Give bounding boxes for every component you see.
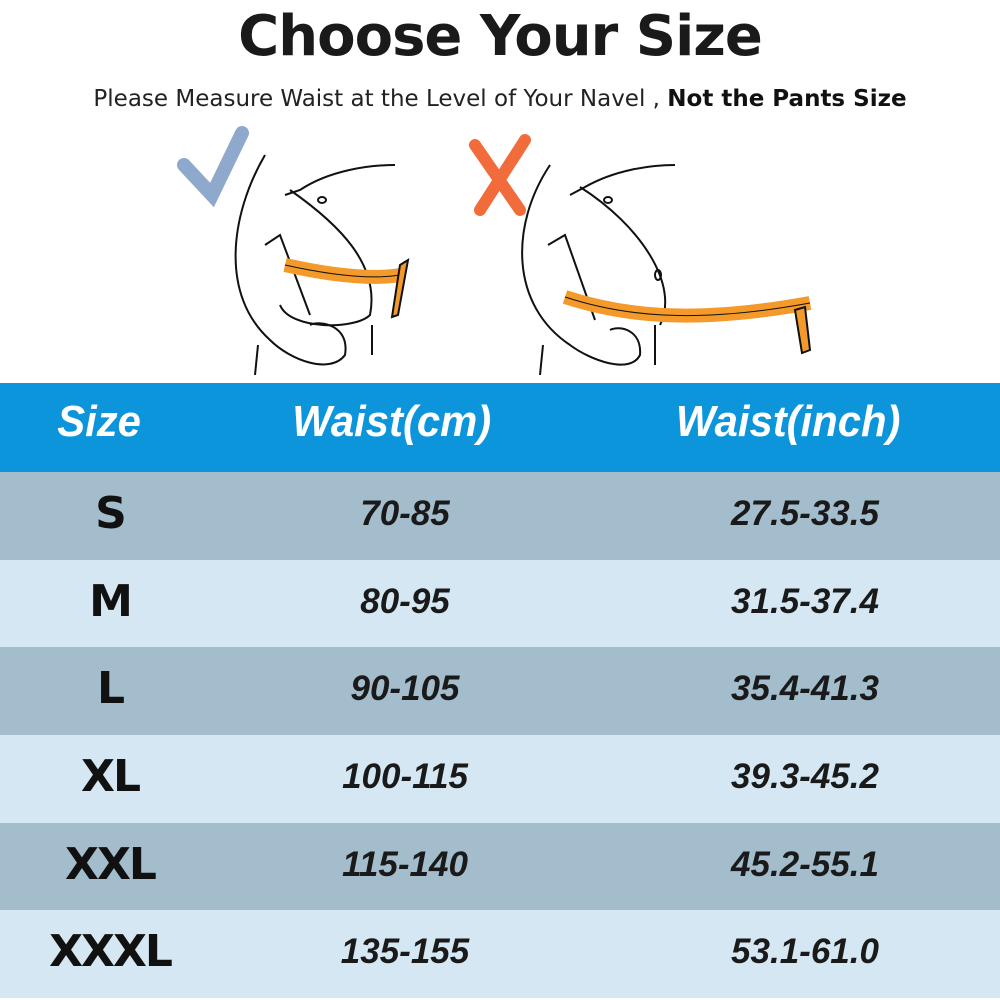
table-row: XXXL 135-155 53.1-61.0 xyxy=(0,910,1000,999)
subtitle-normal: Please Measure Waist at the Level of You… xyxy=(93,86,660,112)
waist-inch-cell: 27.5-33.5 xyxy=(731,494,879,533)
table-row: L 90-105 35.4-41.3 xyxy=(0,647,1000,736)
table-header: Size Waist(cm) Waist(inch) xyxy=(0,383,1000,472)
header-waist-cm: Waist(cm) xyxy=(292,397,492,446)
subtitle-bold: Not the Pants Size xyxy=(667,86,907,112)
table-row: S 70-85 27.5-33.5 xyxy=(0,472,1000,560)
size-cell: L xyxy=(96,663,125,715)
waist-inch-cell: 35.4-41.3 xyxy=(731,669,879,709)
table-row: M 80-95 31.5-37.4 xyxy=(0,559,1000,648)
waist-cm-cell: 100-115 xyxy=(342,757,468,797)
waist-cm-cell: 80-95 xyxy=(360,581,450,621)
waist-cm-cell: 135-155 xyxy=(340,932,470,972)
header-waist-inch: Waist(inch) xyxy=(675,397,901,446)
waist-cm-cell: 115-140 xyxy=(342,844,468,884)
waist-cm-cell: 70-85 xyxy=(360,494,450,533)
waist-cm-cell: 90-105 xyxy=(350,669,460,709)
header-size: Size xyxy=(57,397,141,446)
correct-figure xyxy=(234,154,410,375)
waist-inch-cell: 53.1-61.0 xyxy=(731,932,879,972)
size-cell: XXL xyxy=(65,838,157,890)
size-cell: S xyxy=(95,488,127,539)
measurement-illustration xyxy=(177,126,812,375)
subtitle: Please Measure Waist at the Level of You… xyxy=(0,86,1000,112)
incorrect-figure xyxy=(521,164,812,375)
waist-inch-cell: 39.3-45.2 xyxy=(731,757,879,797)
size-cell: XL xyxy=(81,751,141,803)
size-cell: M xyxy=(89,575,133,627)
table-row: XL 100-115 39.3-45.2 xyxy=(0,735,1000,823)
size-chart-table: Size Waist(cm) Waist(inch) S 70-85 27.5-33… xyxy=(0,383,1000,999)
page-title: Choose Your Size xyxy=(238,4,763,69)
size-cell: XXXL xyxy=(49,926,173,978)
checkmark-icon xyxy=(177,126,249,208)
waist-inch-cell: 45.2-55.1 xyxy=(731,844,879,884)
table-row: XXL 115-140 45.2-55.1 xyxy=(0,822,1000,911)
waist-inch-cell: 31.5-37.4 xyxy=(731,581,879,621)
cross-icon xyxy=(469,134,531,216)
